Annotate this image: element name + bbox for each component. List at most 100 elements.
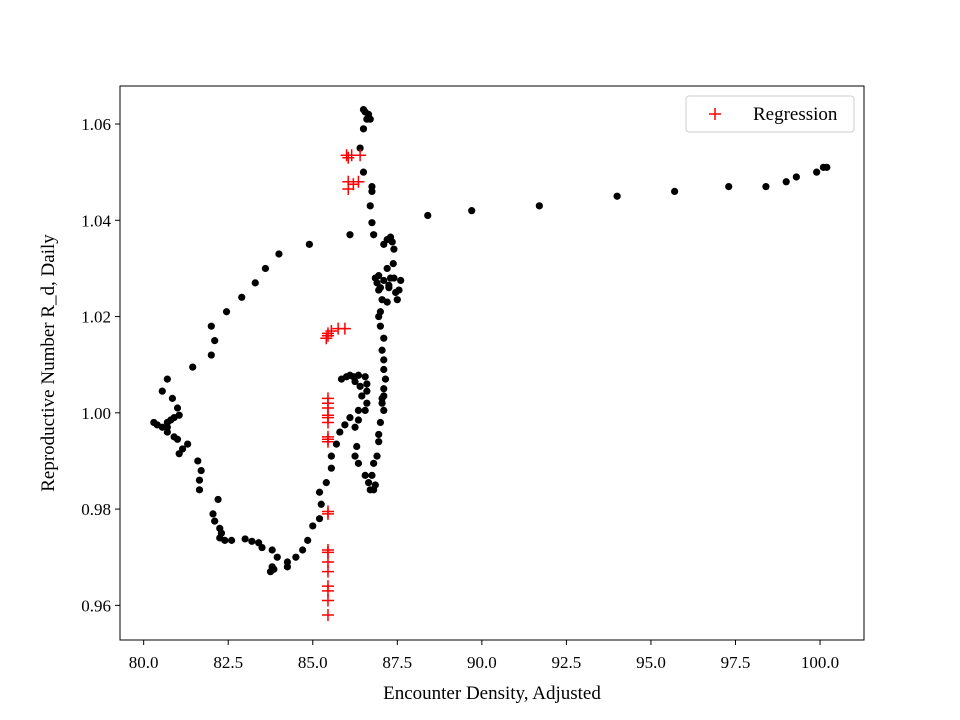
data-point [273, 553, 281, 561]
data-point [222, 308, 231, 316]
data-point [351, 452, 359, 460]
data-point [356, 144, 364, 152]
data-point [228, 536, 236, 544]
data-point [304, 536, 312, 544]
data-point [380, 356, 388, 364]
x-axis-label: Encounter Density, Adjusted [383, 683, 601, 704]
regression-point [321, 594, 334, 607]
data-point [327, 464, 335, 472]
data-point [375, 438, 383, 446]
data-point [383, 264, 391, 273]
data-point [163, 375, 171, 383]
data-point [373, 452, 381, 460]
data-point [375, 312, 383, 321]
data-point [397, 276, 405, 285]
data-point [363, 380, 371, 388]
data-point [376, 418, 384, 427]
data-point [184, 440, 192, 448]
legend: Regression [685, 95, 855, 133]
data-point [238, 293, 246, 301]
data-point [358, 392, 366, 400]
x-tick-label: 100.0 [801, 653, 839, 672]
data-point [380, 406, 388, 415]
data-point [221, 536, 229, 544]
x-tick-label: 80.0 [129, 653, 159, 672]
data-point [613, 192, 621, 200]
data-point [378, 394, 386, 402]
data-point [189, 363, 197, 371]
data-point [268, 546, 276, 554]
data-point [315, 515, 324, 523]
y-axis-ticks: 0.96 0.98 1.00 1.02 1.04 1.06 [81, 115, 120, 615]
y-tick-label: 0.98 [81, 500, 111, 519]
data-point [380, 240, 388, 248]
y-tick-label: 1.06 [81, 115, 111, 134]
data-point [378, 296, 386, 304]
data-point [725, 182, 733, 191]
data-point [354, 459, 363, 467]
data-point [341, 421, 349, 429]
regression-point [332, 322, 345, 335]
data-point [214, 495, 222, 504]
data-point [376, 322, 384, 330]
plot-area [120, 86, 864, 640]
data-point [354, 406, 363, 415]
x-tick-label: 87.5 [382, 653, 412, 672]
data-point [385, 281, 393, 289]
data-point [371, 481, 379, 489]
regression-point [321, 565, 334, 578]
data-point [241, 535, 249, 543]
data-point [353, 442, 361, 451]
data-point [163, 428, 171, 436]
legend-label-regression: Regression [753, 104, 838, 125]
data-point [368, 471, 376, 479]
data-point [378, 346, 386, 354]
data-point [336, 428, 344, 436]
data-point [393, 296, 401, 304]
data-point [322, 479, 330, 487]
data-point [359, 168, 368, 176]
data-point [195, 476, 204, 484]
data-point [207, 351, 215, 359]
x-tick-label: 97.5 [721, 653, 751, 672]
data-point [381, 375, 390, 383]
data-point [390, 245, 398, 253]
y-axis-label: Reproductive Number R_d, Daily [38, 234, 59, 492]
legend-box [685, 95, 855, 133]
plot-frame [119, 85, 865, 641]
data-point [351, 423, 359, 431]
data-point [354, 416, 363, 424]
data-point [782, 178, 790, 186]
data-marks [150, 105, 831, 621]
y-tick-label: 1.00 [81, 404, 111, 423]
data-point [168, 394, 177, 402]
data-point [380, 276, 388, 285]
data-point [359, 125, 368, 133]
data-point [309, 522, 317, 530]
data-point [173, 435, 182, 443]
data-point [368, 219, 376, 227]
regression-point [347, 178, 360, 191]
data-point [356, 382, 364, 390]
x-tick-label: 85.0 [298, 653, 328, 672]
data-point [346, 231, 354, 239]
regression-point [321, 507, 334, 520]
data-point [361, 471, 369, 479]
data-point [671, 187, 679, 196]
data-point [354, 371, 363, 379]
data-point [211, 337, 219, 345]
data-point [337, 375, 346, 383]
regression-point [320, 332, 333, 345]
y-tick-label: 1.04 [81, 211, 111, 230]
data-point [375, 286, 383, 294]
legend-plus-marker [709, 108, 721, 120]
data-point [361, 373, 369, 381]
data-point [211, 517, 219, 525]
data-point [346, 414, 354, 422]
data-point [368, 182, 376, 191]
data-point [762, 182, 770, 191]
data-point [173, 404, 182, 412]
data-point [258, 543, 266, 552]
data-point [813, 168, 821, 176]
